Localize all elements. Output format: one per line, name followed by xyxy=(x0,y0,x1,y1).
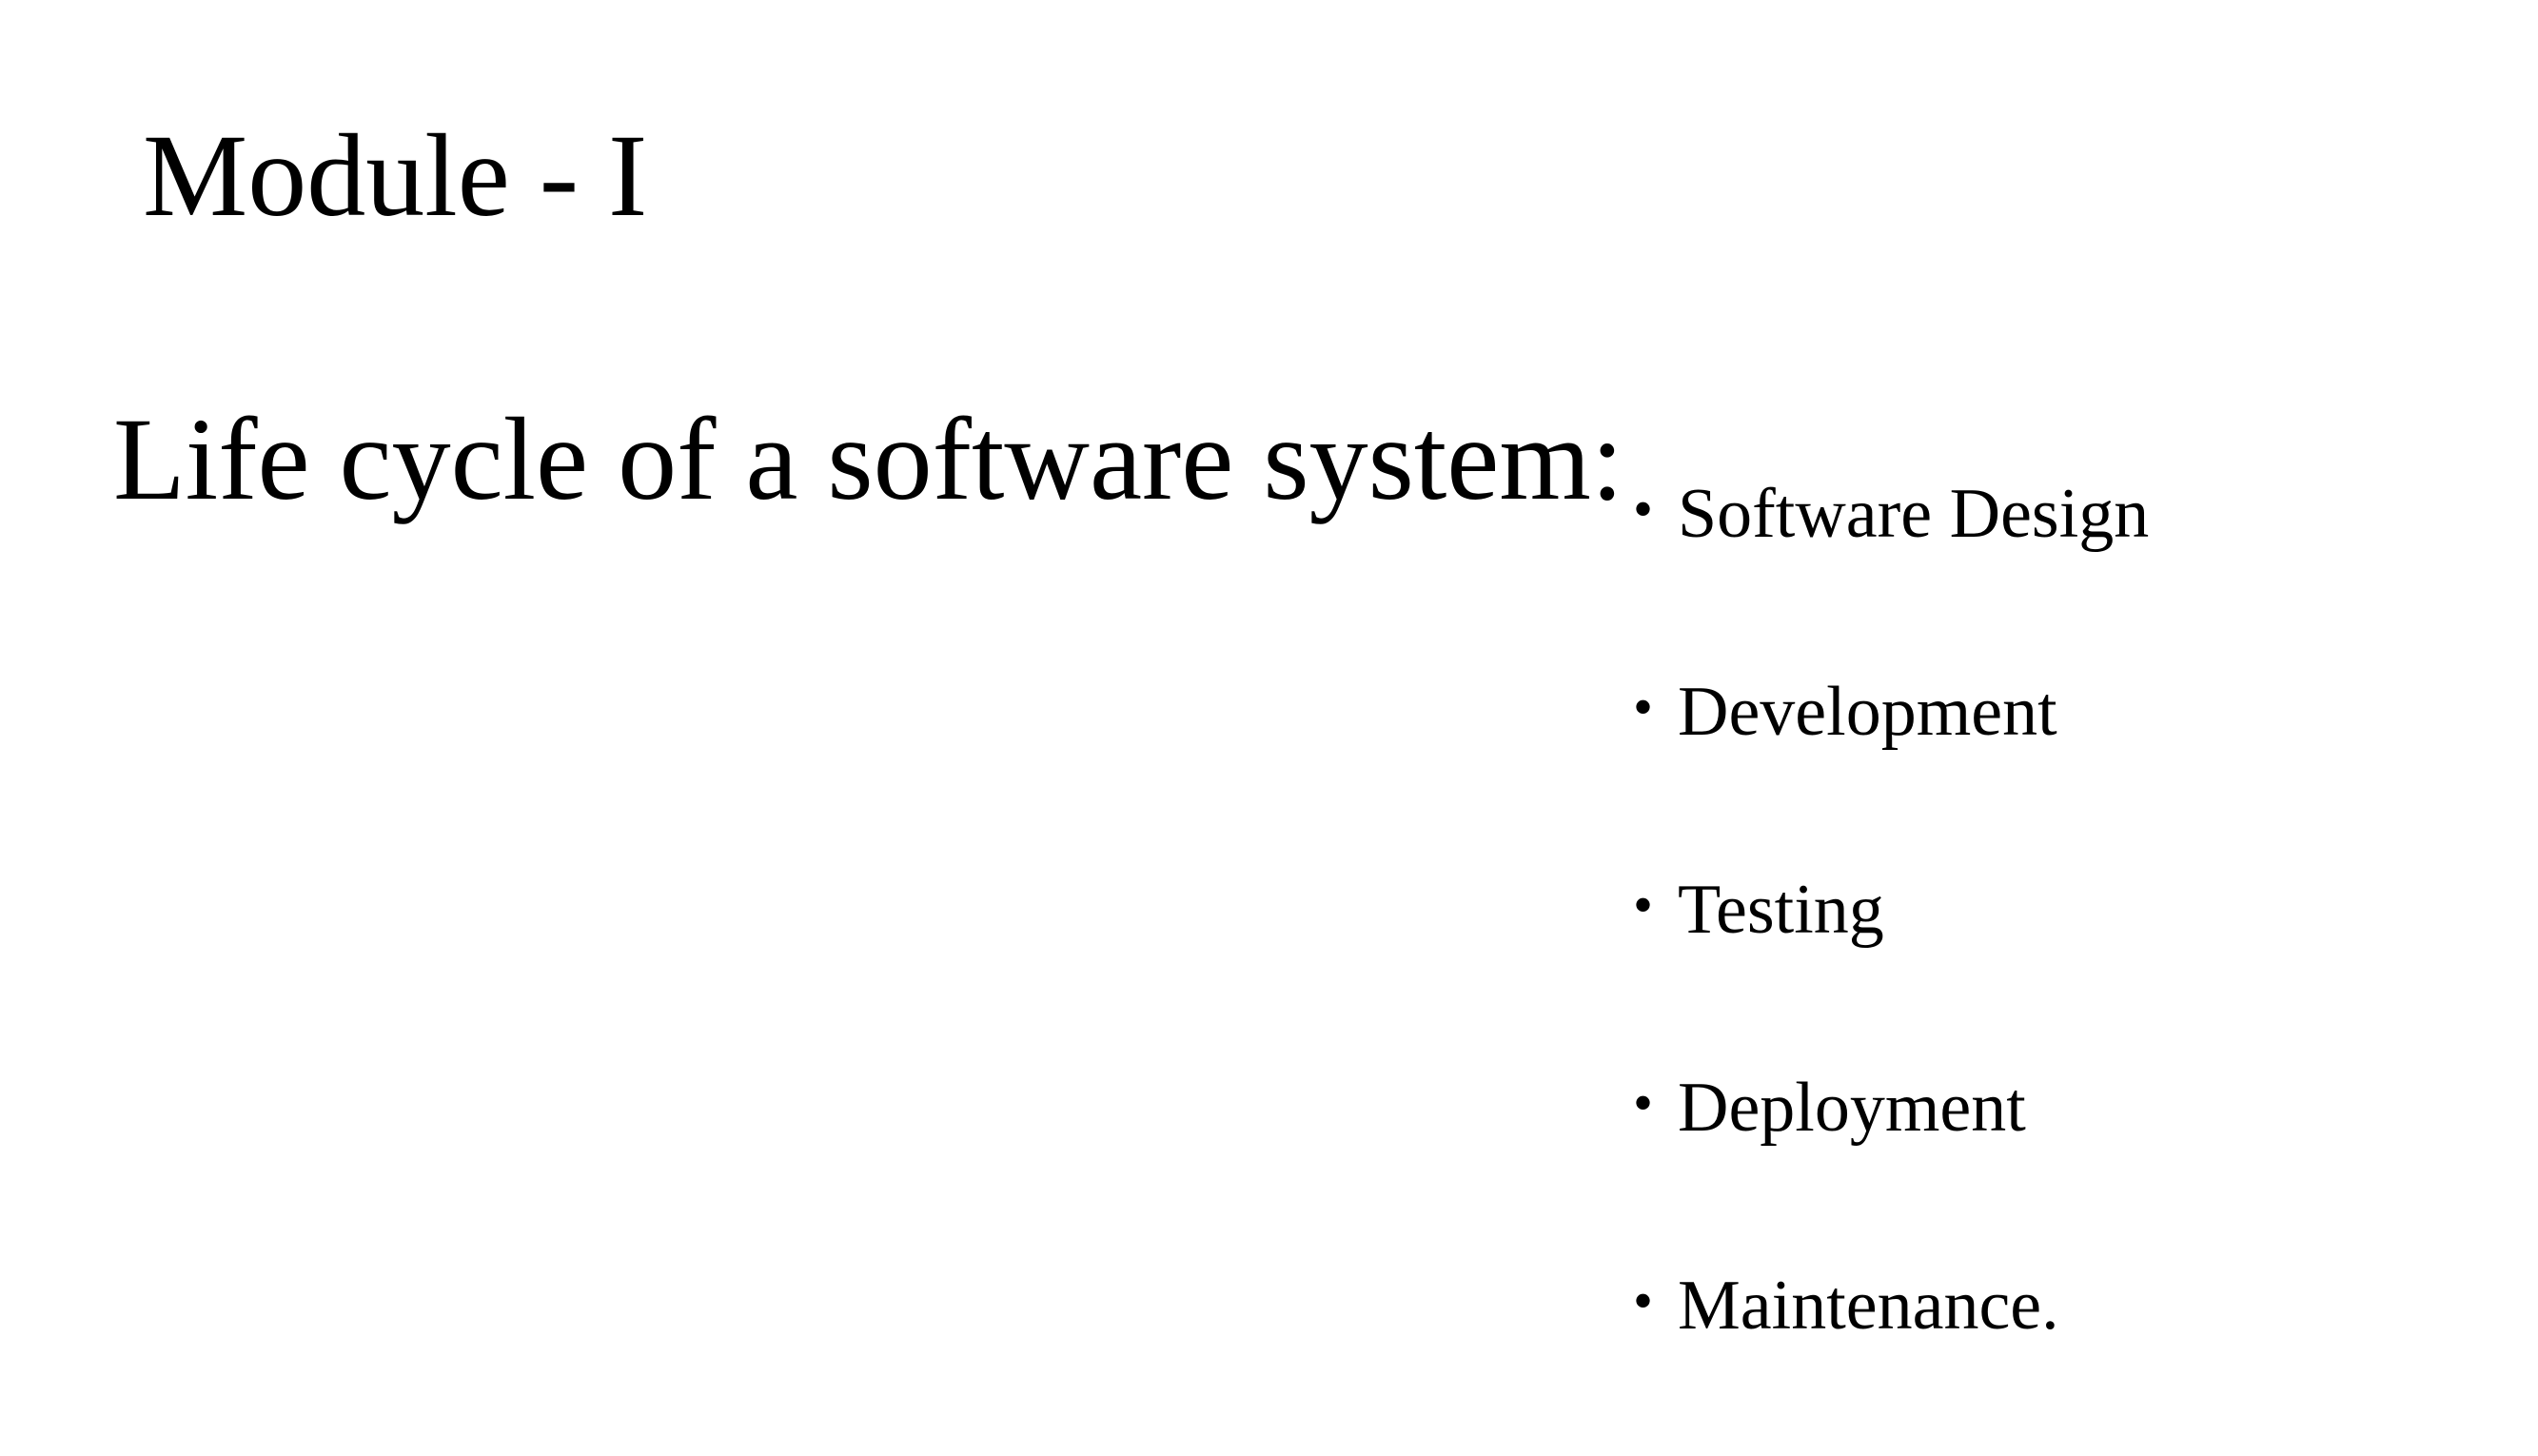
bullet-list: • Software Design • Development • Testin… xyxy=(1633,466,2149,1456)
list-item: • Development xyxy=(1633,664,2149,862)
list-item: • Maintenance. xyxy=(1633,1258,2149,1456)
bullet-icon: • xyxy=(1633,1269,1654,1332)
slide-title: Module - I xyxy=(143,110,648,241)
slide-subtitle: Life cycle of a software system: xyxy=(113,394,1624,524)
list-item: • Software Design xyxy=(1633,466,2149,664)
list-item: • Deployment xyxy=(1633,1060,2149,1258)
list-item-label: Maintenance. xyxy=(1678,1267,2059,1345)
bullet-icon: • xyxy=(1633,874,1654,936)
list-item-label: Deployment xyxy=(1678,1069,2026,1147)
list-item-label: Testing xyxy=(1678,871,1884,949)
bullet-icon: • xyxy=(1633,478,1654,541)
list-item-label: Software Design xyxy=(1678,475,2150,553)
bullet-icon: • xyxy=(1633,1072,1654,1134)
bullet-icon: • xyxy=(1633,676,1654,738)
list-item: • Testing xyxy=(1633,862,2149,1060)
list-item-label: Development xyxy=(1678,673,2057,751)
